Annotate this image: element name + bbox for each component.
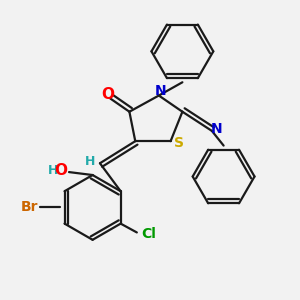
Text: N: N	[154, 84, 166, 98]
Text: H: H	[85, 155, 95, 168]
Text: O: O	[55, 163, 68, 178]
Text: H: H	[48, 164, 59, 177]
Text: Cl: Cl	[141, 227, 156, 241]
Text: N: N	[210, 122, 222, 136]
Text: S: S	[174, 136, 184, 150]
Text: Br: Br	[20, 200, 38, 214]
Text: O: O	[101, 87, 114, 102]
